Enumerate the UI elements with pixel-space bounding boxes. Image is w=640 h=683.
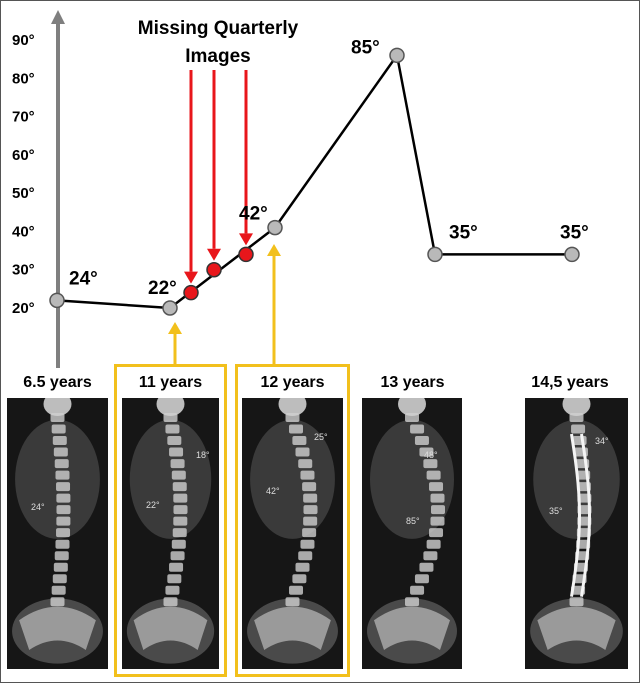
data-point: [427, 246, 443, 263]
data-label: 22°: [148, 278, 177, 299]
y-tick-label: 90°: [12, 32, 35, 49]
data-points: [49, 47, 580, 316]
y-tick-label: 20°: [12, 300, 35, 317]
missing-points: [183, 246, 254, 301]
missing-data-point: [238, 246, 254, 263]
age-label-13: 13 years: [380, 374, 445, 391]
xray-image-12-years: 25° 42°: [242, 398, 343, 669]
red-arrow: [184, 70, 198, 284]
data-point: [162, 300, 178, 316]
xray-image-13-years: 48° 85°: [362, 398, 462, 669]
data-labels: 24° 22° 42° 85° 35° 35°: [69, 37, 589, 299]
xray-image-6-5-years: 24°: [7, 398, 108, 669]
missing-quarterly-annotation: Missing Quarterly Images: [138, 18, 299, 67]
data-label: 35°: [449, 222, 478, 243]
xray-angle-22: 22°: [146, 500, 160, 510]
red-arrow: [239, 70, 253, 246]
age-label-11: 11 years: [138, 374, 203, 391]
data-label: 24°: [69, 268, 98, 289]
xray-angle-25: 25°: [314, 432, 328, 442]
y-tick-label: 40°: [12, 223, 35, 240]
yellow-arrow: [168, 322, 182, 364]
y-axis-arrowhead: [51, 10, 65, 24]
xray-schematic: [126, 398, 215, 664]
highlight-box-11-years: [114, 364, 227, 677]
xray-angle-24: 24°: [31, 502, 45, 512]
missing-annotation-line-1: Missing Quarterly: [138, 18, 299, 39]
missing-data-point: [206, 261, 222, 278]
annotation-arrows: [168, 70, 281, 364]
missing-data-point: [183, 284, 199, 301]
age-label-12: 12 years: [260, 374, 325, 391]
y-tick-label: 70°: [12, 109, 35, 126]
xray-angle-34: 34°: [595, 436, 609, 446]
y-tick-label: 30°: [12, 262, 35, 279]
data-point: [564, 246, 580, 263]
xray-angle-42: 42°: [266, 486, 280, 496]
xray-angle-48: 48°: [424, 450, 438, 460]
xray-schematic: [367, 398, 457, 664]
age-label-14-5: 14,5 years: [531, 374, 609, 391]
xray-image-14-5-years: 34° 35°: [525, 398, 628, 669]
missing-annotation-line-2: Images: [185, 46, 250, 67]
xray-angle-85: 85°: [406, 516, 420, 526]
yellow-arrow: [267, 244, 281, 364]
highlight-box-12-years: [235, 364, 350, 677]
xray-schematic: [247, 398, 338, 664]
data-point: [267, 219, 283, 236]
data-label: 35°: [560, 222, 589, 243]
red-arrow: [207, 70, 221, 261]
y-tick-label: 50°: [12, 185, 35, 202]
series-line: [56, 52, 572, 310]
y-tick-label: 60°: [12, 147, 35, 164]
data-point: [389, 47, 405, 64]
xray-schematic: [12, 398, 103, 664]
xray-angle-18: 18°: [196, 450, 210, 460]
age-label-6-5: 6.5 years: [23, 374, 92, 391]
y-tick-label: 80°: [12, 70, 35, 87]
y-tick-labels: 90° 80° 70° 60° 50° 40° 30° 20°: [12, 32, 35, 317]
xray-angle-35: 35°: [549, 506, 563, 516]
data-point: [49, 292, 65, 309]
data-label: 85°: [351, 37, 380, 58]
xray-image-11-years: 18° 22°: [122, 398, 219, 669]
data-label: 42°: [239, 204, 268, 225]
xray-schematic: [530, 398, 623, 664]
